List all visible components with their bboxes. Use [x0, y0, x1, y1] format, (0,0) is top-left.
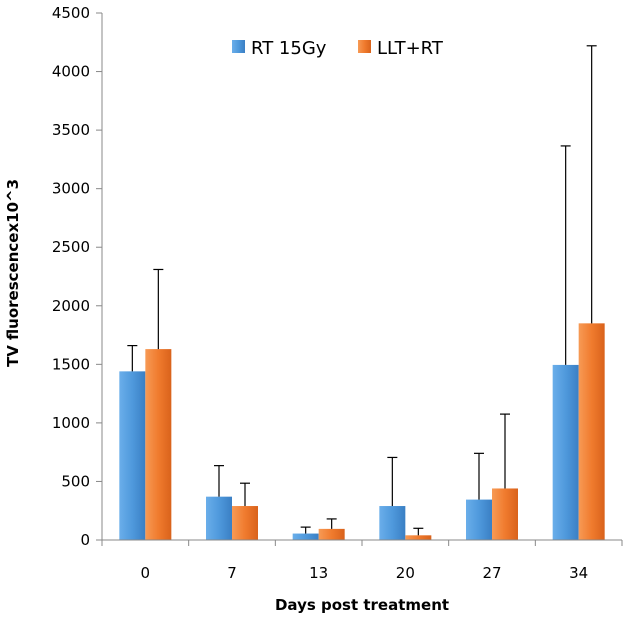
y-tick-label: 1500: [52, 355, 90, 373]
bar-llt-rt-day-20: [405, 535, 432, 540]
x-tick-label: 13: [309, 564, 328, 582]
y-tick-label: 4000: [52, 63, 90, 81]
y-tick-label: 4500: [52, 4, 90, 22]
y-tick-label: 0: [80, 531, 90, 549]
y-tick-label: 1000: [52, 414, 90, 432]
x-axis: 0 7 13 20 27 34: [101, 539, 623, 582]
legend-label: LLT+RT: [377, 38, 444, 59]
y-axis: 0 500 1000 1500 2000 2500 3000 3500 4000 4500: [52, 4, 103, 549]
bar-llt-rt-day-7: [232, 506, 258, 540]
bar-llt-rt-day-34: [578, 323, 605, 540]
bar-rt-15gy-day-27: [466, 499, 492, 540]
bar-rt-15gy-day-13: [292, 533, 319, 540]
legend-swatch: [358, 40, 371, 53]
bar-llt-rt-day-27: [492, 488, 518, 540]
y-tick-label: 2000: [52, 297, 90, 315]
legend: RT 15Gy LLT+RT: [232, 38, 444, 59]
y-tick-label: 3000: [52, 180, 90, 198]
x-tick-label: 20: [396, 564, 415, 582]
y-tick-label: 3500: [52, 121, 90, 139]
y-axis-title: TV fluorescencex10^3: [4, 179, 22, 367]
x-tick-label: 7: [227, 564, 237, 582]
bar-rt-15gy-day-0: [119, 371, 146, 540]
bar-llt-rt-day-13: [318, 528, 345, 540]
x-axis-title: Days post treatment: [275, 596, 449, 614]
y-tick-label: 2500: [52, 238, 90, 256]
x-tick-label: 34: [569, 564, 588, 582]
x-tick-label: 27: [482, 564, 501, 582]
bar-rt-15gy-day-20: [379, 506, 406, 540]
legend-swatch: [232, 40, 245, 53]
legend-label: RT 15Gy: [251, 38, 327, 59]
bar-llt-rt-day-0: [145, 349, 172, 540]
x-tick-label: 0: [141, 564, 151, 582]
y-tick-label: 500: [61, 472, 90, 490]
bar-rt-15gy-day-7: [206, 496, 232, 540]
plot-area: [119, 45, 605, 540]
bar-rt-15gy-day-34: [552, 364, 579, 540]
